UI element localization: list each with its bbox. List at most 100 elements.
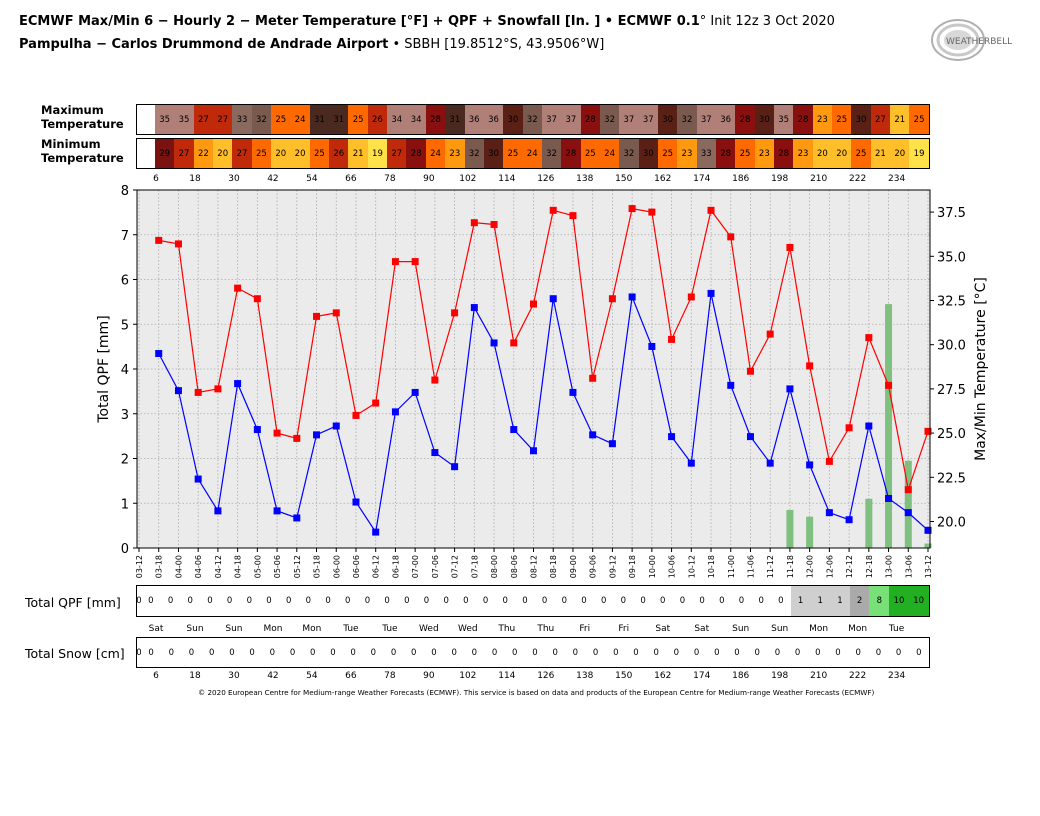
- x-tick-label: 05-00: [253, 555, 262, 578]
- min-temp-point: [155, 350, 163, 358]
- min_temp_row-cell: 30: [483, 139, 504, 168]
- max-temp-point: [253, 295, 261, 303]
- min-temp-point: [845, 516, 853, 524]
- days-label: Sat: [655, 624, 671, 634]
- max-temp-point: [194, 388, 202, 396]
- min-temp-point: [727, 381, 735, 389]
- snow_row-cell: 0: [827, 638, 849, 667]
- max-temp-point: [234, 284, 242, 292]
- snow_row-cell: 0: [136, 638, 142, 667]
- min_temp_row-cell: 33: [696, 139, 716, 168]
- days-label: Sun: [732, 624, 750, 634]
- max-temp-point: [608, 295, 616, 303]
- snow_row-cell: 0: [262, 638, 283, 667]
- snow_row-cell: 0: [322, 638, 344, 667]
- min_temp_row-cell: 24: [425, 139, 446, 168]
- snow_row-cell: 0: [807, 638, 828, 667]
- snow_row-cell: 0: [908, 638, 929, 667]
- snow_row-cell: 0: [343, 638, 364, 667]
- max-temp-point: [707, 206, 715, 214]
- qpf-bar: [904, 460, 912, 548]
- snow_row-cell: 0: [242, 638, 263, 667]
- max-temp-point: [273, 429, 281, 437]
- max_temp_row-cell: 30: [657, 105, 678, 134]
- forecast_hours-label: 114: [498, 671, 516, 681]
- qpf_row-cell: 0: [633, 586, 653, 616]
- max_temp_row-cell: 27: [213, 105, 233, 134]
- qpf_row-cell: 0: [377, 586, 397, 616]
- min-temp-point: [490, 339, 498, 347]
- forecast_hours-label: 126: [537, 174, 555, 184]
- x-tick-label: 03-18: [155, 555, 164, 578]
- qpf_row-cell: 0: [692, 586, 712, 616]
- min-temp-point: [234, 380, 242, 388]
- snow_row-cell: 0: [888, 638, 909, 667]
- min_temp_row-cell: 28: [715, 139, 736, 168]
- min_temp_row-cell: 21: [870, 139, 891, 168]
- snow_row-cell: 0: [767, 638, 788, 667]
- min-temp-point: [628, 293, 636, 301]
- min_temp_row-cell: 23: [793, 139, 813, 168]
- qpf_row-cell: 0: [652, 586, 673, 616]
- max_temp_row-cell: 32: [599, 105, 620, 134]
- forecast_hours-label: 18: [189, 174, 201, 184]
- total-snow-label: Total Snow [cm]: [25, 646, 125, 661]
- days-label: Mon: [809, 624, 829, 634]
- days-label: Sun: [771, 624, 789, 634]
- min-temp-point: [313, 431, 321, 439]
- qpf_row-cell: 0: [731, 586, 752, 616]
- qpf_row-cell: 2: [849, 586, 870, 616]
- max-temp-point: [648, 208, 656, 216]
- y-tick-label-left: 1: [121, 497, 129, 512]
- min_temp_row-cell: 24: [522, 139, 542, 168]
- min-temp-strip: 29 27 22 20 27 25 20 20 25 26 21 19 27 28 24 23 32 30 25 24…: [136, 138, 930, 169]
- days-label: Fri: [579, 624, 591, 634]
- min_temp_row-cell: 20: [213, 139, 233, 168]
- max-temp-point: [924, 427, 932, 435]
- min_temp_row-cell: 27: [174, 139, 194, 168]
- max-temp-point: [352, 411, 360, 419]
- max_temp_row-cell: 37: [541, 105, 562, 134]
- forecast_hours-label: 186: [732, 174, 750, 184]
- min_temp_row-cell: 28: [561, 139, 581, 168]
- max_temp_row-cell: 27: [870, 105, 891, 134]
- x-tick-label: 08-18: [549, 555, 558, 578]
- y-tick-label-right: 25.0: [937, 427, 966, 442]
- forecast_hours-label: 102: [459, 671, 477, 681]
- max-temp-point: [825, 457, 833, 465]
- min_temp_row-cell: 32: [541, 139, 562, 168]
- y-tick-label-right: 30.0: [937, 339, 966, 354]
- qpf_row-cell: 0: [259, 586, 279, 616]
- min_temp_row-cell: 23: [677, 139, 697, 168]
- min-temp-point: [391, 408, 399, 416]
- forecast_hours-label: 234: [888, 174, 906, 184]
- forecast_hours-label: 174: [693, 671, 711, 681]
- x-tick-label: 13-12: [924, 555, 933, 578]
- max-temp-point: [885, 381, 893, 389]
- forecast_hours-label: 222: [849, 174, 867, 184]
- qpf-bar: [806, 516, 814, 548]
- x-tick-label: 08-06: [510, 555, 519, 578]
- min-temp-point: [549, 295, 557, 303]
- min-temp-point: [293, 514, 301, 522]
- x-tick-label: 08-12: [530, 555, 539, 578]
- max_temp_row-cell: 37: [696, 105, 716, 134]
- max-temp-point: [668, 335, 676, 343]
- forecast_hours-label: 114: [498, 174, 516, 184]
- days-label: Mon: [848, 624, 868, 634]
- forecast_hours-label: 78: [384, 174, 396, 184]
- x-tick-label: 04-00: [174, 555, 183, 578]
- min_temp_row-cell: 29: [155, 139, 175, 168]
- forecast_hours-label: 6: [153, 174, 159, 184]
- max_temp_row-cell: 33: [232, 105, 252, 134]
- max_temp_row-cell: 25: [271, 105, 291, 134]
- max-temp-point: [470, 219, 478, 227]
- min-temp-point: [885, 494, 893, 502]
- forecast_hours-label: 198: [771, 671, 789, 681]
- x-tick-label: 06-18: [391, 555, 400, 578]
- max-temp-point: [845, 424, 853, 432]
- forecast_hours-label: 66: [345, 174, 357, 184]
- max_temp_row-cell: 35: [155, 105, 175, 134]
- max_temp_row-cell: 28: [735, 105, 755, 134]
